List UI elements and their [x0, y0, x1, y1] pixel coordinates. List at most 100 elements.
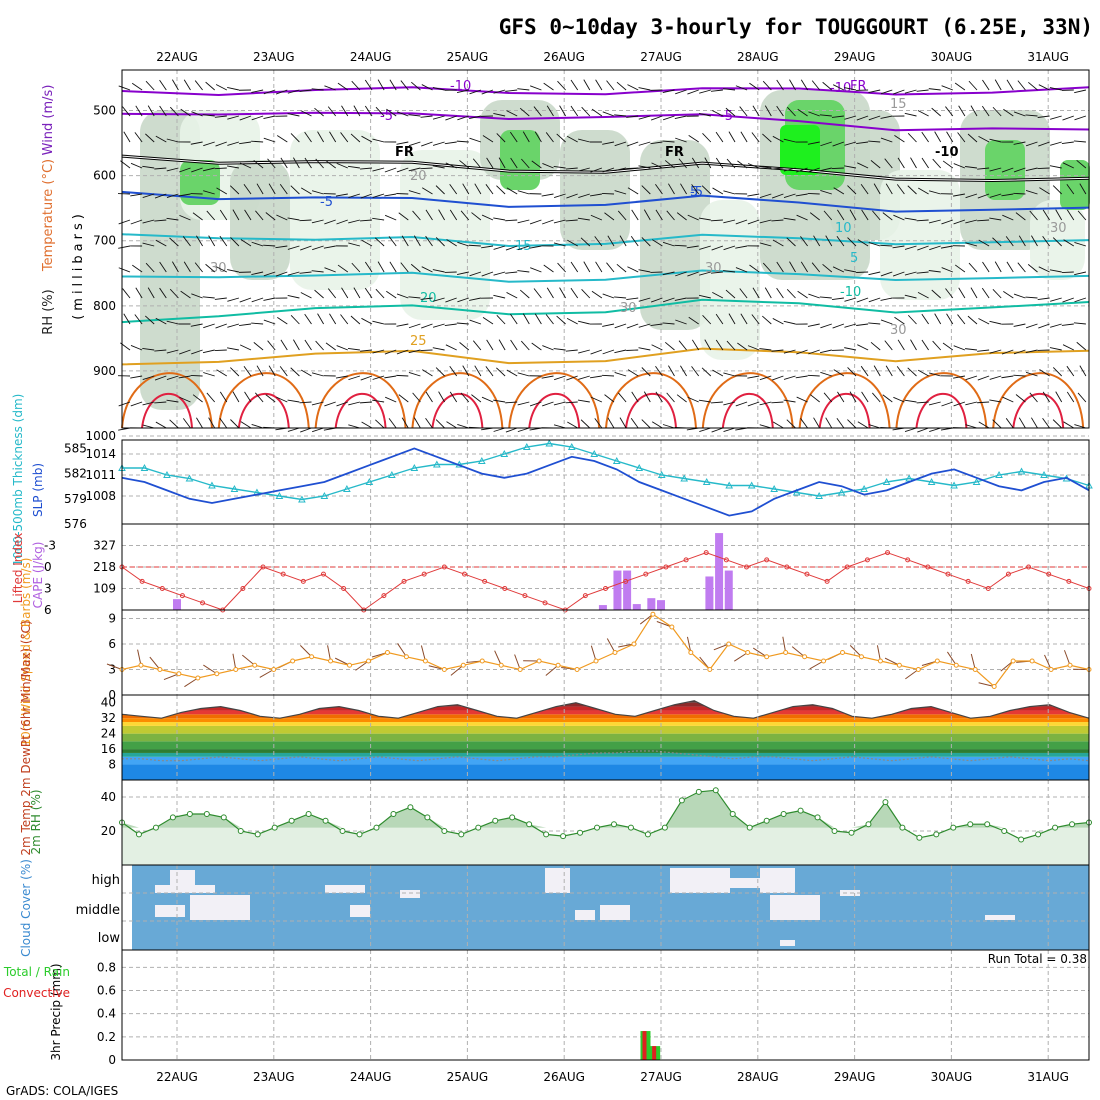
- cloud-cell: [155, 905, 185, 917]
- wind-barb: [759, 401, 772, 406]
- wind-barb: [486, 157, 494, 169]
- wind-barb: [240, 239, 252, 247]
- wind-barb: [849, 391, 857, 403]
- wind-barb: [179, 349, 191, 355]
- wind-barb: [675, 89, 687, 95]
- wind-barb: [1052, 185, 1063, 195]
- wind-barb: [711, 427, 724, 433]
- wind-speed-point: [309, 654, 315, 660]
- wind-speed-point: [574, 667, 580, 672]
- wind-barb: [203, 664, 218, 675]
- wind-barb: [604, 394, 615, 403]
- rh-point: [661, 824, 668, 831]
- wind-barb: [517, 219, 530, 224]
- wind-barb: [946, 651, 957, 666]
- rh-point: [831, 828, 838, 834]
- wind-barb: [396, 167, 409, 173]
- wind-barb: [469, 271, 482, 277]
- wind-barb: [759, 348, 772, 351]
- wind-speed-point: [479, 658, 485, 664]
- wind-barb: [267, 158, 276, 169]
- wind-barb: [251, 423, 264, 429]
- wind-barb: [472, 158, 482, 169]
- slp-point: [545, 439, 554, 447]
- wind-barb: [728, 131, 736, 143]
- wind-barb: [142, 219, 155, 224]
- wind-barb: [954, 82, 966, 91]
- bottom-date-label: 24AUG: [350, 1070, 392, 1084]
- wind-barb: [348, 242, 361, 247]
- rh-point: [169, 814, 176, 821]
- wind-speed-point: [802, 654, 808, 660]
- wind-barb: [184, 677, 199, 688]
- wind-barb: [251, 297, 264, 303]
- wind-barb: [601, 193, 615, 195]
- wind-barb: [364, 261, 373, 273]
- li-line: [121, 552, 1090, 611]
- slp-point: [612, 456, 621, 464]
- wind-barb: [469, 319, 482, 325]
- wind-barb: [771, 167, 784, 170]
- wind-barb: [655, 209, 663, 221]
- wind-barb: [860, 183, 869, 195]
- wind-barb: [735, 401, 748, 407]
- wind-barb: [833, 187, 845, 195]
- wind-barb: [844, 115, 857, 120]
- wind-barb: [968, 262, 978, 273]
- wind-barb: [171, 79, 179, 91]
- wind-speed-point: [840, 650, 846, 655]
- wind-barb: [196, 417, 203, 429]
- wind-barb: [916, 401, 929, 404]
- isotherm-label: 30: [1050, 221, 1067, 236]
- wind-barb: [519, 289, 530, 299]
- wind-barb: [894, 134, 905, 143]
- rh-point: [797, 807, 804, 814]
- slp-point: [185, 474, 194, 482]
- wind-barb: [169, 288, 179, 299]
- wind-barb: [553, 401, 566, 406]
- wind-barb: [965, 193, 978, 199]
- wind-barb: [630, 417, 639, 429]
- wind-barb: [145, 262, 155, 273]
- wind-barb: [230, 367, 240, 377]
- wind-barb: [940, 245, 953, 249]
- wind-barb: [408, 323, 421, 329]
- wind-barb: [884, 657, 900, 666]
- slp-point: [657, 470, 666, 478]
- wind-barb: [232, 391, 240, 403]
- wind-barb: [1050, 297, 1062, 302]
- isotherm-label: -10: [935, 145, 959, 160]
- wind-barb: [910, 339, 917, 351]
- isotherm-label: 30: [890, 323, 907, 338]
- wind-barb: [227, 297, 240, 302]
- wind-barb: [180, 290, 191, 299]
- wind-barb: [928, 372, 941, 377]
- wind-barb: [542, 401, 554, 407]
- wind-barb: [159, 287, 167, 299]
- wind-barb: [946, 313, 954, 325]
- wind-barb: [219, 391, 228, 403]
- wind-barb: [145, 133, 155, 143]
- wind-barb: [1001, 375, 1014, 379]
- wind-barb: [934, 313, 942, 325]
- wind-barb: [166, 138, 179, 143]
- wind-barb: [130, 193, 143, 197]
- wind-barb: [941, 401, 953, 407]
- wind-barb: [1002, 396, 1014, 403]
- wind-barb: [169, 106, 179, 117]
- rh-point: [916, 834, 923, 841]
- wind-barb: [678, 158, 687, 169]
- wind-barb: [762, 133, 772, 143]
- wind-barb: [314, 107, 324, 117]
- cape-ylabels: Lifted Index CAPE (J/kg): [11, 533, 45, 609]
- li-point: [965, 578, 971, 584]
- wind-barb: [432, 141, 445, 146]
- wind-barb: [1050, 115, 1062, 120]
- wind-barb: [287, 399, 300, 403]
- rh-point: [543, 831, 550, 838]
- rh-point: [984, 821, 991, 828]
- wind-barb: [1079, 365, 1087, 377]
- wind-barb: [856, 297, 869, 303]
- li-point: [482, 578, 488, 584]
- upper-temp-label: Temperature (°C): [41, 159, 56, 272]
